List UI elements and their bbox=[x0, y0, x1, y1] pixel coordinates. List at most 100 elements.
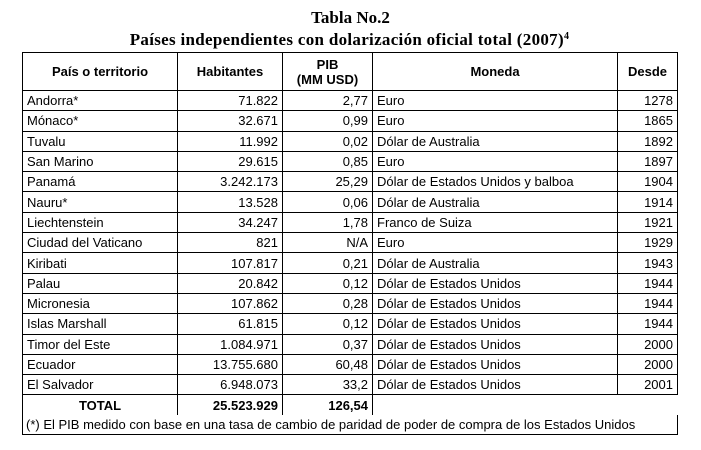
cell-country: Liechtenstein bbox=[22, 211, 178, 234]
table-title: Tabla No.2 bbox=[311, 8, 390, 27]
cell-gdp: 0,37 bbox=[282, 333, 373, 355]
cell-since: 1278 bbox=[617, 89, 678, 112]
total-gdp: 126,54 bbox=[282, 394, 373, 415]
cell-country: Palau bbox=[22, 272, 178, 294]
cell-currency: Euro bbox=[372, 110, 618, 132]
cell-country: Kiribati bbox=[22, 252, 178, 274]
cell-gdp: 0,02 bbox=[282, 130, 373, 152]
cell-country: Ecuador bbox=[22, 353, 178, 376]
cell-since: 1944 bbox=[617, 313, 678, 335]
table-row: Micronesia 107.862 0,28 Dólar de Estados Un… bbox=[22, 292, 678, 315]
cell-currency: Dólar de Estados Unidos bbox=[372, 333, 618, 355]
header-currency: Moneda bbox=[372, 52, 618, 91]
table-row: Andorra* 71.822 2,77 Euro 1278 bbox=[22, 89, 678, 112]
cell-since: 1921 bbox=[617, 211, 678, 234]
cell-since: 1943 bbox=[617, 252, 678, 274]
cell-population: 13.528 bbox=[177, 191, 283, 213]
cell-country: Islas Marshall bbox=[22, 313, 178, 335]
table-row: Mónaco* 32.671 0,99 Euro 1865 bbox=[22, 110, 678, 132]
cell-population: 107.817 bbox=[177, 252, 283, 274]
footnote-ref: 4 bbox=[563, 31, 570, 42]
header-gdp: PIB (MM USD) bbox=[282, 52, 373, 91]
cell-population: 821 bbox=[177, 232, 283, 254]
cell-population: 34.247 bbox=[177, 211, 283, 234]
header-gdp-line2: (MM USD) bbox=[296, 71, 359, 87]
cell-gdp: 0,21 bbox=[282, 252, 373, 274]
cell-population: 3.242.173 bbox=[177, 171, 283, 193]
note-row: (*) El PIB medido con base en una tasa d… bbox=[22, 414, 678, 436]
cell-since: 1944 bbox=[617, 272, 678, 294]
cell-currency: Dólar de Estados Unidos bbox=[372, 272, 618, 294]
cell-gdp: 2,77 bbox=[282, 89, 373, 112]
cell-gdp: 33,2 bbox=[282, 374, 373, 396]
table-row: El Salvador 6.948.073 33,2 Dólar de Estados… bbox=[22, 374, 678, 396]
total-label: TOTAL bbox=[22, 394, 178, 415]
cell-currency: Dólar de Estados Unidos bbox=[372, 292, 618, 315]
cell-currency: Franco de Suiza bbox=[372, 211, 618, 234]
cell-since: 1865 bbox=[617, 110, 678, 132]
cell-country: Ciudad del Vaticano bbox=[22, 232, 178, 254]
table-row: Kiribati 107.817 0,21 Dólar de Australia 194… bbox=[22, 252, 678, 274]
header-country: País o territorio bbox=[22, 52, 178, 91]
cell-country: Mónaco* bbox=[22, 110, 178, 132]
cell-country: Andorra* bbox=[22, 89, 178, 112]
cell-country: Panamá bbox=[22, 171, 178, 193]
cell-gdp: 0,12 bbox=[282, 313, 373, 335]
cell-gdp: 0,06 bbox=[282, 191, 373, 213]
cell-since: 2000 bbox=[617, 333, 678, 355]
cell-currency: Euro bbox=[372, 232, 618, 254]
table-row: Timor del Este 1.084.971 0,37 Dólar de Esta… bbox=[22, 333, 678, 355]
cell-country: San Marino bbox=[22, 150, 178, 173]
cell-currency: Dólar de Estados Unidos bbox=[372, 374, 618, 396]
table-row: Nauru* 13.528 0,06 Dólar de Australia 1914 bbox=[22, 191, 678, 213]
cell-currency: Dólar de Australia bbox=[372, 130, 618, 152]
cell-since: 2000 bbox=[617, 353, 678, 376]
footnote: (*) El PIB medido con base en una tasa d… bbox=[22, 414, 678, 436]
header-row: País o territorio Habitantes PIB (MM USD)… bbox=[22, 52, 678, 91]
cell-population: 71.822 bbox=[177, 89, 283, 112]
table-subtitle: Países independientes con dolarización o… bbox=[22, 30, 677, 50]
cell-population: 61.815 bbox=[177, 313, 283, 335]
cell-gdp: 0,85 bbox=[282, 150, 373, 173]
cell-population: 29.615 bbox=[177, 150, 283, 173]
cell-population: 6.948.073 bbox=[177, 374, 283, 396]
cell-currency: Euro bbox=[372, 89, 618, 112]
table-row: Tuvalu 11.992 0,02 Dólar de Australia 1892 bbox=[22, 130, 678, 152]
cell-country: Tuvalu bbox=[22, 130, 178, 152]
table-row: Islas Marshall 61.815 0,12 Dólar de Estados… bbox=[22, 313, 678, 335]
cell-country: Timor del Este bbox=[22, 333, 178, 355]
cell-gdp: 1,78 bbox=[282, 211, 373, 234]
cell-population: 32.671 bbox=[177, 110, 283, 132]
cell-gdp: 0,99 bbox=[282, 110, 373, 132]
cell-country: Micronesia bbox=[22, 292, 178, 315]
total-row: TOTAL 25.523.929 126,54 bbox=[22, 394, 678, 415]
cell-gdp: 0,12 bbox=[282, 272, 373, 294]
total-population: 25.523.929 bbox=[177, 394, 283, 415]
table-row: Liechtenstein 34.247 1,78 Franco de Suiza 19… bbox=[22, 211, 678, 234]
cell-since: 1914 bbox=[617, 191, 678, 213]
cell-population: 13.755.680 bbox=[177, 353, 283, 376]
cell-population: 107.862 bbox=[177, 292, 283, 315]
cell-population: 11.992 bbox=[177, 130, 283, 152]
header-gdp-line1: PIB bbox=[316, 56, 339, 72]
table-row: Ecuador 13.755.680 60,48 Dólar de Estados U… bbox=[22, 353, 678, 376]
table-row: Panamá 3.242.173 25,29 Dólar de Estados Uni… bbox=[22, 171, 678, 193]
table-row: Ciudad del Vaticano 821 N/A Euro 1929 bbox=[22, 232, 678, 254]
cell-currency: Dólar de Australia bbox=[372, 252, 618, 274]
cell-gdp: 60,48 bbox=[282, 353, 373, 376]
cell-population: 20.842 bbox=[177, 272, 283, 294]
cell-population: 1.084.971 bbox=[177, 333, 283, 355]
subtitle-text: Países independientes con dolarización o… bbox=[129, 30, 564, 49]
cell-currency: Dólar de Estados Unidos bbox=[372, 353, 618, 376]
cell-currency: Euro bbox=[372, 150, 618, 173]
cell-country: Nauru* bbox=[22, 191, 178, 213]
cell-since: 2001 bbox=[617, 374, 678, 396]
cell-gdp: 0,28 bbox=[282, 292, 373, 315]
cell-country: El Salvador bbox=[22, 374, 178, 396]
cell-gdp: 25,29 bbox=[282, 171, 373, 193]
cell-since: 1904 bbox=[617, 171, 678, 193]
table-row: Palau 20.842 0,12 Dólar de Estados Unidos 19… bbox=[22, 272, 678, 294]
total-blank bbox=[372, 394, 678, 415]
table-row: San Marino 29.615 0,85 Euro 1897 bbox=[22, 150, 678, 173]
header-population: Habitantes bbox=[177, 52, 283, 91]
